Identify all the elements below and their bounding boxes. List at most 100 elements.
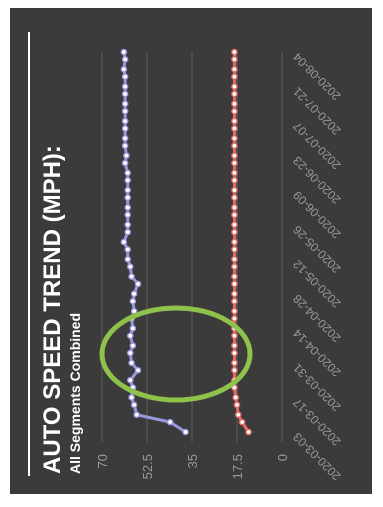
data-point (121, 83, 129, 90)
series-layer (120, 48, 252, 436)
data-point (231, 367, 238, 374)
data-point (120, 238, 128, 246)
data-point (126, 332, 134, 340)
data-point (124, 177, 132, 184)
data-point (231, 186, 238, 194)
data-point (231, 255, 238, 263)
data-point (124, 169, 132, 177)
data-point (231, 297, 238, 305)
data-point (121, 117, 129, 125)
data-point (231, 90, 238, 98)
data-point (231, 349, 238, 357)
highlight-ellipse (99, 305, 253, 403)
data-point (126, 263, 134, 270)
data-point (234, 411, 242, 419)
data-point (232, 394, 240, 401)
data-point (231, 246, 238, 253)
x-axis-ticks: 2020-03-032020-03-172020-03-312020-04-14… (290, 50, 344, 484)
y-axis-ticks: 0 17.5 35 52.5 70 (95, 454, 290, 479)
data-point (124, 221, 132, 229)
data-point (121, 73, 129, 80)
data-point (231, 100, 238, 108)
data-point (231, 263, 238, 270)
data-point (231, 152, 238, 159)
data-point (121, 159, 129, 167)
data-point (133, 411, 141, 419)
data-point (231, 159, 238, 167)
data-point (121, 142, 129, 150)
rotated-chart: AUTO SPEED TREND (MPH): All Segments Com… (28, 32, 344, 483)
data-point (121, 125, 129, 132)
data-point (124, 228, 132, 236)
chart-subtitle: All Segments Combined (67, 313, 83, 474)
data-point (134, 280, 142, 288)
data-point (231, 48, 238, 56)
data-point (182, 428, 189, 436)
data-point (231, 65, 238, 73)
data-point (124, 194, 132, 201)
data-point (121, 56, 129, 63)
data-point (124, 211, 132, 219)
data-point (128, 394, 135, 401)
series-line-1 (122, 51, 187, 434)
data-point (231, 238, 238, 246)
data-point (129, 325, 137, 332)
data-point (231, 56, 238, 63)
data-point (231, 359, 238, 367)
data-point (231, 332, 238, 340)
data-point (124, 255, 132, 263)
data-point (121, 135, 129, 142)
data-point (231, 342, 238, 349)
data-point (121, 90, 129, 98)
y-tick-label: 0 (275, 454, 290, 461)
data-point (120, 48, 128, 56)
data-point (128, 273, 135, 280)
data-point (126, 349, 134, 357)
data-point (120, 65, 128, 73)
data-point (231, 117, 238, 125)
data-point (231, 135, 238, 142)
data-point (130, 290, 138, 298)
data-point (233, 401, 241, 409)
data-point (129, 342, 137, 349)
data-point (123, 152, 130, 159)
data-point (231, 211, 238, 219)
data-point (231, 142, 238, 150)
data-point (231, 169, 238, 177)
data-point (126, 376, 134, 384)
data-point (121, 100, 129, 108)
data-point (231, 221, 238, 229)
y-tick-label: 35 (185, 454, 200, 468)
data-point (134, 367, 142, 374)
data-point (238, 418, 246, 426)
data-point (231, 204, 238, 211)
title-underline (28, 32, 30, 476)
data-point (231, 73, 238, 80)
data-point (124, 186, 132, 194)
chart-svg: AUTO SPEED TREND (MPH): All Segments Com… (28, 32, 344, 483)
data-point (129, 297, 137, 305)
data-point (245, 428, 252, 436)
y-tick-label: 70 (95, 454, 110, 468)
data-point (231, 177, 238, 184)
data-point (130, 401, 138, 409)
data-point (231, 194, 238, 201)
chart-title: AUTO SPEED TREND (MPH): (39, 145, 66, 474)
data-point (231, 307, 238, 315)
data-point (231, 125, 238, 132)
data-point (231, 228, 238, 236)
data-point (124, 204, 132, 211)
data-point (231, 273, 238, 280)
data-point (121, 107, 129, 115)
data-point (231, 107, 238, 115)
data-point (231, 83, 238, 90)
data-point (124, 246, 132, 253)
y-tick-label: 52.5 (140, 454, 155, 479)
data-point (166, 418, 174, 426)
data-point (231, 315, 238, 322)
data-point (231, 280, 238, 288)
chart-panel: AUTO SPEED TREND (MPH): All Segments Com… (10, 8, 372, 494)
data-point (231, 290, 238, 298)
data-point (128, 359, 135, 367)
